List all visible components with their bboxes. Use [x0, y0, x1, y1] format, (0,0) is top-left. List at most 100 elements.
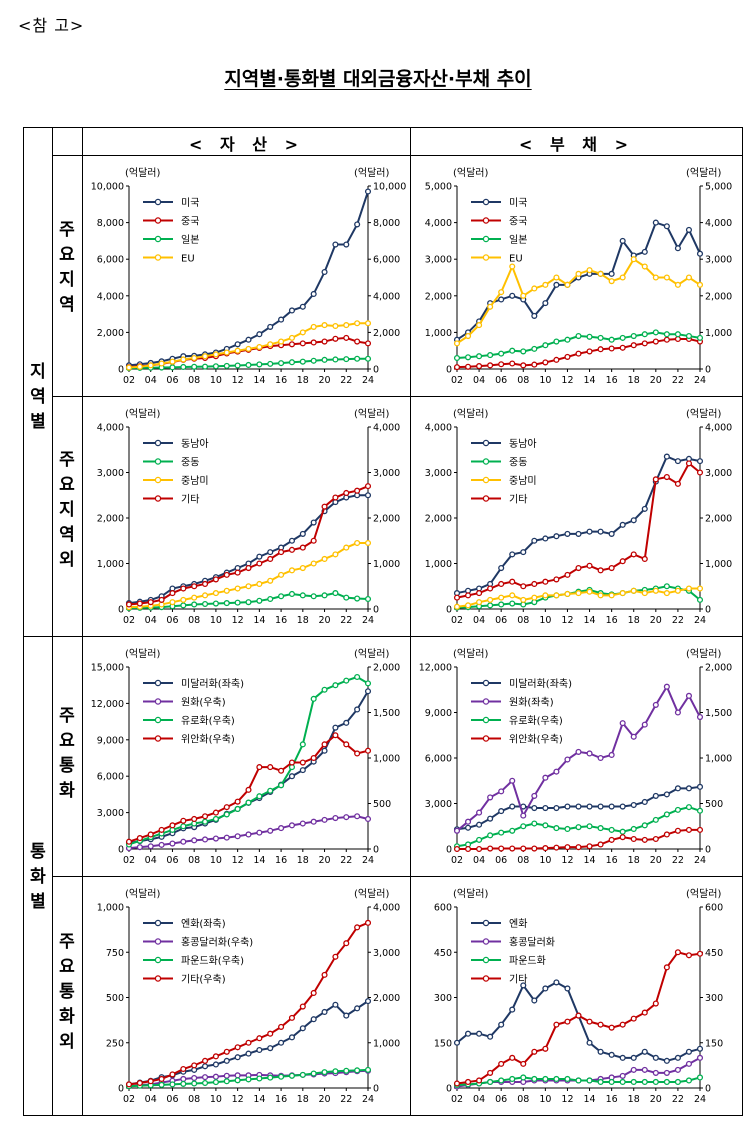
data-point [553, 274, 560, 281]
data-point [531, 537, 538, 544]
x-tick-label: 20 [318, 375, 330, 386]
chart-othercurrency-asset: (억달러) (억달러) 0 250 500 750 1,000 0 1,000 2,000 3,00… [97, 888, 400, 1105]
data-point [663, 811, 670, 818]
data-point [685, 1060, 693, 1067]
data-point [201, 818, 209, 825]
data-point [498, 580, 505, 588]
data-point [597, 592, 604, 599]
data-point [641, 248, 648, 255]
y-tick-label-left: 15,000 [91, 663, 124, 674]
data-point [663, 331, 670, 338]
data-point [498, 788, 505, 795]
data-point [542, 300, 549, 307]
data-point [321, 555, 328, 563]
x-tick-label: 04 [145, 375, 157, 386]
y-tick-label-right: 1,000 [705, 754, 732, 765]
legend-label: 중국 [509, 216, 527, 228]
data-point [575, 530, 582, 537]
data-point [299, 530, 306, 537]
y-tick-label-left: 0 [118, 605, 124, 616]
data-point [343, 741, 350, 748]
data-point [509, 592, 516, 599]
legend-marker [482, 956, 490, 964]
data-point [310, 1070, 317, 1077]
data-point [531, 345, 538, 352]
data-point [169, 840, 176, 847]
data-point [201, 353, 209, 360]
legend-marker [154, 679, 162, 687]
data-point [125, 364, 133, 371]
x-tick-label: 04 [473, 375, 485, 386]
data-point [256, 580, 263, 588]
y-tick-label-right: 5,000 [705, 182, 732, 193]
legend-label: 위안화(우축) [181, 733, 235, 746]
data-point [531, 1048, 538, 1055]
data-point [212, 590, 219, 597]
data-point [180, 823, 187, 830]
legend-marker [482, 716, 490, 724]
data-point [641, 1078, 648, 1086]
legend-marker [482, 698, 490, 705]
data-point [364, 998, 372, 1005]
data-point [597, 567, 604, 574]
data-point [310, 537, 317, 544]
left-unit-label: (억달러) [125, 888, 161, 900]
data-point [234, 1077, 241, 1084]
legend-marker [482, 735, 490, 742]
data-point [619, 237, 626, 244]
data-point [641, 798, 648, 806]
y-tick-label-left: 0 [118, 1084, 124, 1095]
data-point [520, 596, 527, 603]
data-point [147, 843, 154, 850]
data-point [630, 342, 637, 349]
x-tick-label: 14 [253, 375, 265, 386]
data-point [201, 813, 209, 820]
data-point [586, 750, 593, 757]
data-point [180, 838, 187, 845]
data-point [464, 592, 472, 599]
data-point [288, 359, 296, 366]
x-tick-label: 14 [583, 375, 595, 386]
data-point [299, 820, 306, 827]
legend-label: 동남아 [181, 438, 209, 450]
data-point [608, 1024, 615, 1031]
data-point [212, 1053, 219, 1060]
data-point [267, 555, 274, 563]
data-point [256, 331, 263, 338]
data-point [332, 953, 339, 960]
page-title-text: 지역별·통화별 대외금융자산·부채 추이 [224, 68, 532, 90]
data-point [267, 787, 274, 794]
data-point [674, 1054, 681, 1061]
x-tick-label: 10 [539, 615, 551, 626]
data-point [597, 754, 604, 762]
data-point [564, 336, 571, 343]
data-point [169, 590, 176, 597]
x-tick-label: 16 [275, 1094, 287, 1105]
data-point [299, 303, 306, 310]
data-point [476, 322, 483, 329]
data-point [310, 357, 317, 364]
x-tick-label: 24 [362, 375, 374, 386]
chart-region-asset: (억달러) (억달러) 0 2,000 4,000 6,000 8,000 10,000 0 2,… [91, 167, 407, 386]
data-point [310, 519, 317, 526]
data-point [332, 335, 339, 342]
x-tick-label: 18 [628, 855, 640, 866]
data-point [245, 799, 252, 806]
x-tick-label: 12 [561, 615, 573, 626]
data-point [147, 599, 154, 606]
data-point [696, 807, 704, 814]
y-tick-label-right: 0 [705, 1084, 711, 1095]
legend-marker [482, 938, 490, 945]
y-tick-label-left: 6,000 [97, 255, 124, 266]
y-tick-label-right: 150 [705, 1038, 723, 1049]
data-point [464, 333, 472, 340]
series-3 [125, 919, 372, 1088]
data-point [531, 312, 538, 319]
asset-header: < 자 산 > [189, 135, 304, 154]
data-point [564, 281, 571, 288]
y-tick-label-left: 1,000 [97, 903, 124, 914]
series-line [456, 981, 701, 1062]
x-tick-label: 04 [473, 1094, 485, 1105]
legend-marker [154, 217, 162, 224]
